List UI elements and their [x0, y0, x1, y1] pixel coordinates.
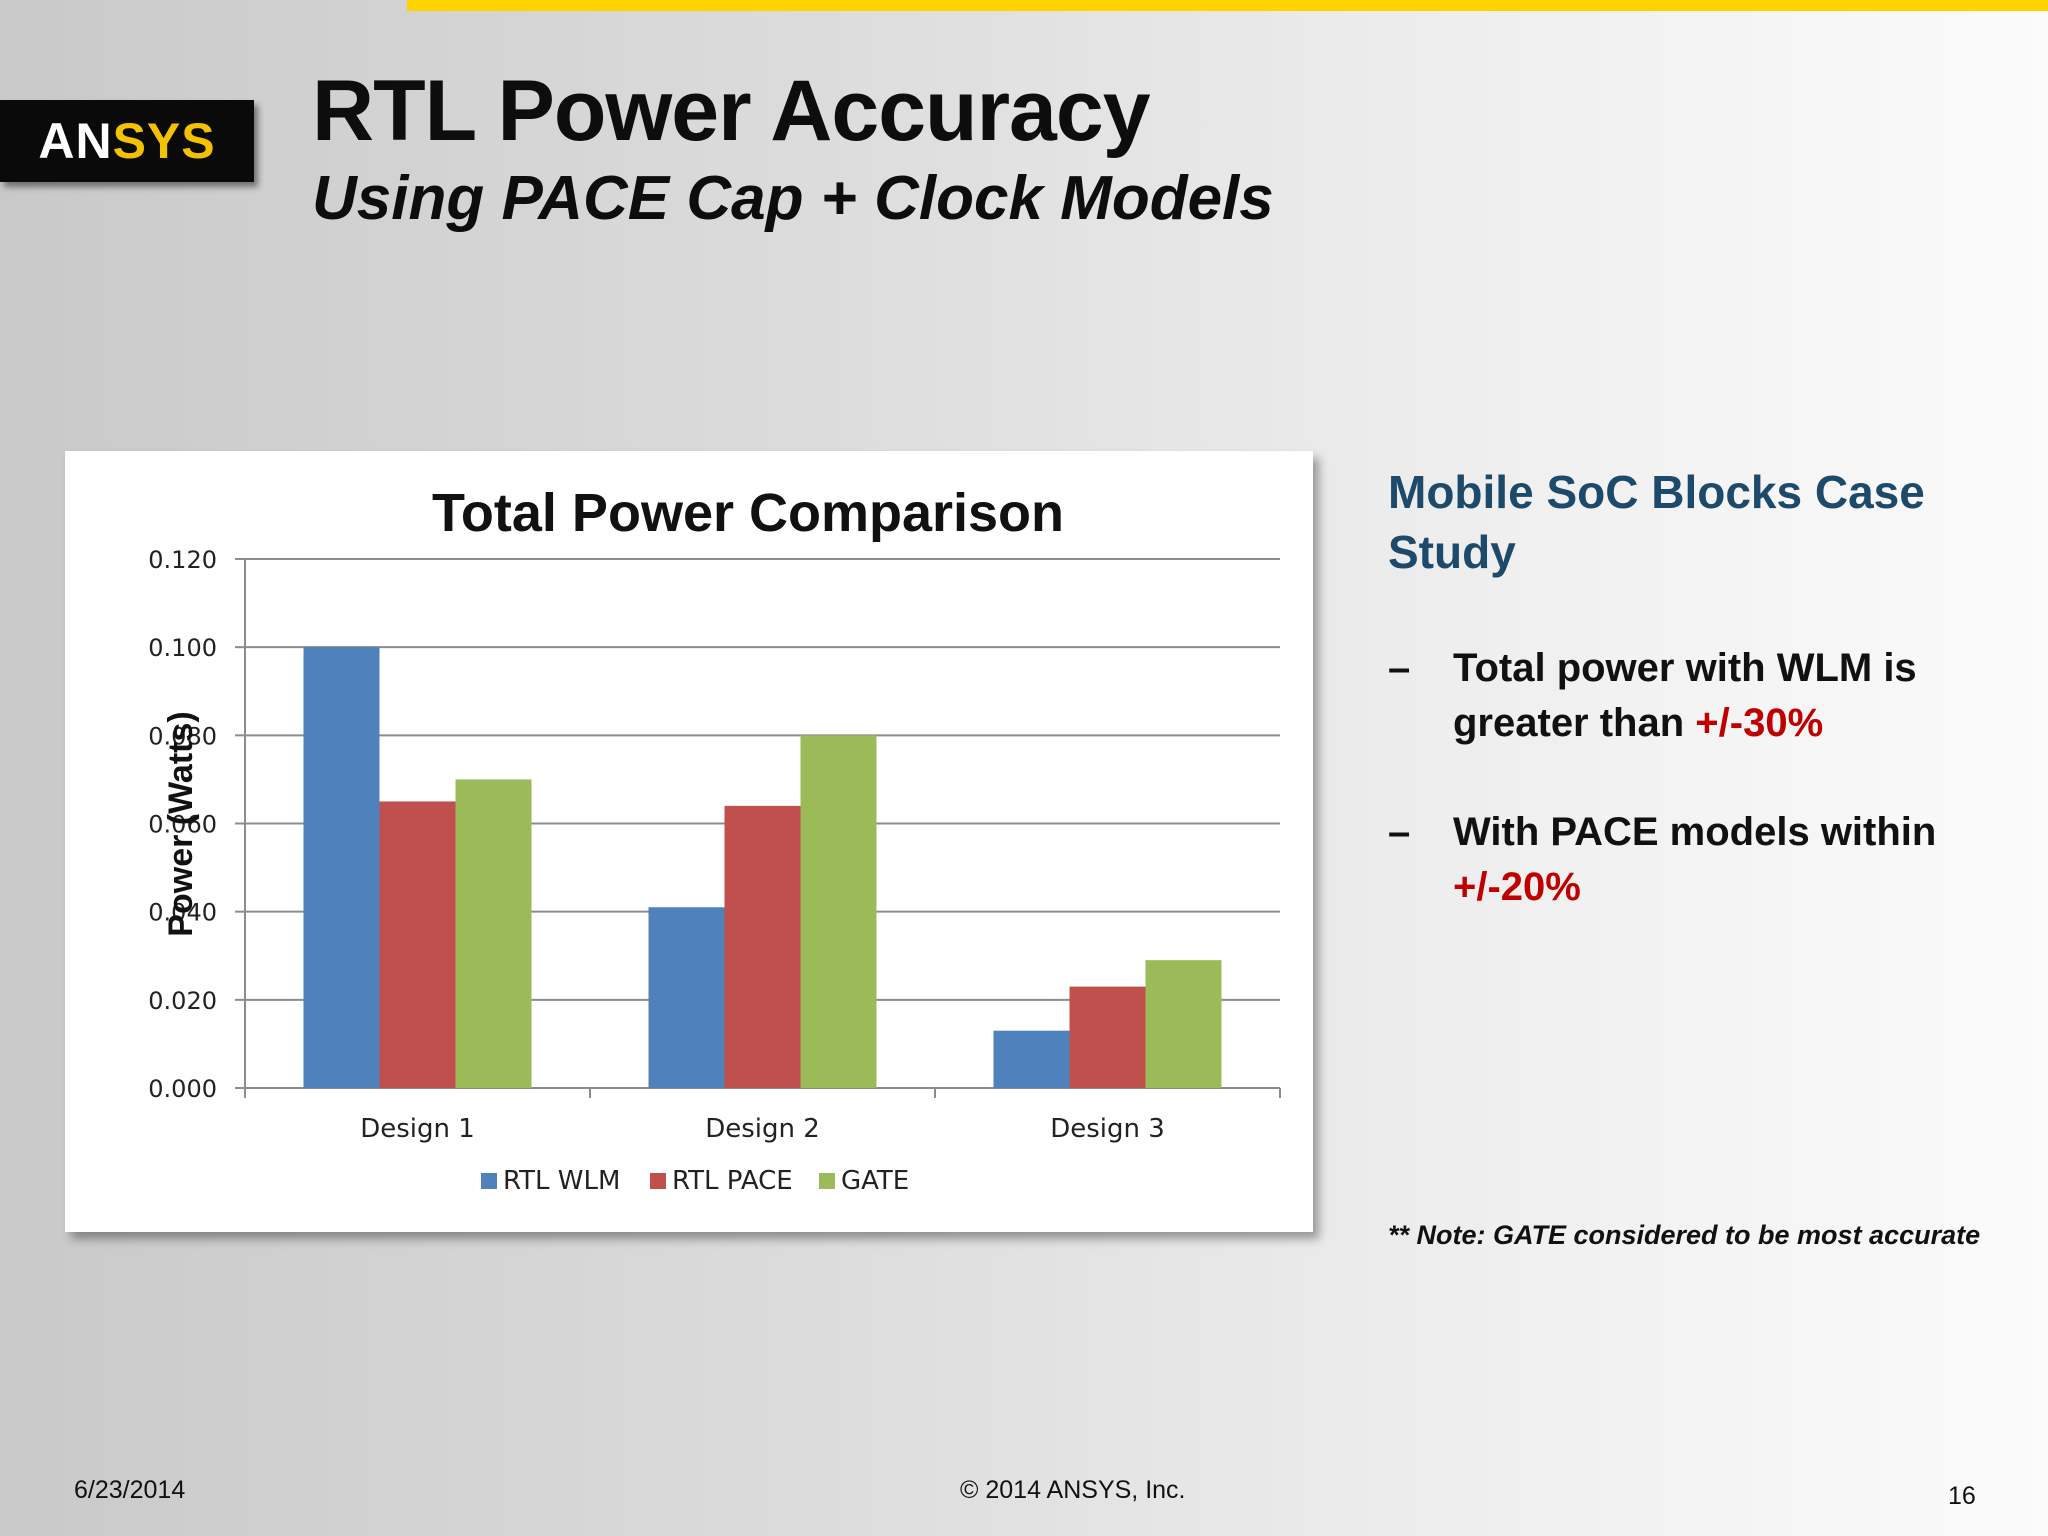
legend-label: RTL PACE	[672, 1166, 793, 1196]
legend-label: RTL WLM	[503, 1166, 620, 1196]
footer-copyright: © 2014 ANSYS, Inc.	[960, 1476, 1186, 1504]
bullet-text-wrap: With PACE models within +/-20%	[1453, 805, 1983, 915]
bar-gate	[455, 779, 532, 1088]
y-tick-label: 0.000	[148, 1075, 217, 1103]
slide-subtitle: Using PACE Cap + Clock Models	[312, 164, 1274, 233]
legend-swatch	[650, 1173, 666, 1189]
slide-title: RTL Power Accuracy	[312, 63, 1151, 159]
footer-date: 6/23/2014	[74, 1476, 186, 1504]
bar-rtl-pace	[379, 801, 456, 1088]
logo-text-sys: SYS	[112, 113, 216, 169]
x-category-label: Design 1	[360, 1114, 475, 1144]
y-tick-label: 0.040	[148, 899, 217, 927]
bullet-wlm: – Total power with WLM is greater than +…	[1388, 641, 1988, 761]
bar-rtl-wlm	[993, 1030, 1070, 1088]
chart-title: Total Power Comparison	[432, 483, 1064, 543]
bar-rtl-pace	[1069, 986, 1146, 1088]
y-tick-label: 0.100	[148, 634, 217, 662]
logo-wordmark: ANSYS	[38, 116, 215, 166]
legend-swatch	[819, 1173, 835, 1189]
bullet-highlight: +/-20%	[1453, 865, 1581, 909]
y-tick-label: 0.120	[148, 546, 217, 574]
bullet-highlight: +/-30%	[1695, 701, 1824, 745]
bar-rtl-wlm	[648, 907, 725, 1088]
accent-bar	[407, 0, 2048, 11]
bullet-text: Total power with WLM is greater than	[1453, 646, 1917, 745]
bullet-dash: –	[1388, 810, 1411, 854]
bar-rtl-wlm	[303, 647, 380, 1088]
y-tick-label: 0.020	[148, 987, 217, 1015]
bar-chart: Total Power Comparison 0.000 0.020 0.040 0.0…	[148, 483, 1281, 1196]
legend-swatch	[481, 1173, 497, 1189]
bar-gate	[1145, 960, 1222, 1088]
case-study-heading: Mobile SoC Blocks Case Study	[1388, 466, 1925, 578]
y-tick-label: 0.060	[148, 811, 217, 839]
legend-label: GATE	[841, 1166, 909, 1196]
bullet-dash: –	[1388, 646, 1411, 690]
chart-panel: Total Power Comparison 0.000 0.020 0.040 0.0…	[65, 451, 1313, 1232]
bullet-text-wrap: Total power with WLM is greater than +/-…	[1453, 641, 1983, 751]
x-category-label: Design 3	[1050, 1114, 1165, 1144]
accuracy-note: ** Note: GATE considered to be most accu…	[1388, 1220, 1981, 1250]
bar-gate	[800, 735, 877, 1088]
bullet-text: With PACE models within	[1453, 810, 1937, 854]
bullet-pace: – With PACE models within +/-20%	[1388, 805, 1988, 925]
bar-rtl-pace	[724, 805, 801, 1088]
y-tick-label: 0.080	[148, 722, 217, 750]
page-number: 16	[1948, 1482, 1976, 1510]
ansys-logo: ANSYS	[0, 100, 254, 182]
y-axis-label: Power (Watts)	[162, 711, 200, 936]
logo-text-an: AN	[38, 113, 113, 169]
x-category-label: Design 2	[705, 1114, 820, 1144]
